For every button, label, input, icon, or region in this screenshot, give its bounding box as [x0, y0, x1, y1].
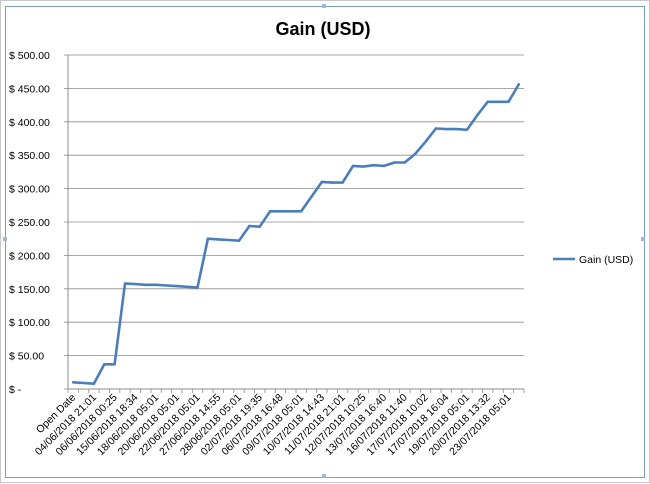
series-line[interactable] — [71, 83, 521, 386]
data-point — [403, 161, 407, 164]
resize-handle-right[interactable] — [641, 237, 645, 241]
data-point — [486, 100, 489, 103]
data-point — [134, 282, 137, 286]
y-tick-label: $ 450.00 — [9, 83, 50, 95]
data-point — [185, 285, 189, 288]
data-point — [320, 180, 324, 184]
data-point — [123, 282, 127, 285]
data-point — [424, 140, 427, 144]
resize-handle-left[interactable] — [3, 237, 7, 241]
data-point — [237, 239, 241, 242]
data-point — [113, 363, 116, 366]
data-point — [217, 238, 220, 241]
data-point — [517, 83, 521, 86]
data-point — [248, 224, 251, 228]
data-point — [413, 152, 417, 156]
resize-handle-top[interactable] — [322, 4, 326, 8]
data-point — [289, 210, 293, 213]
chart-area[interactable] — [5, 6, 645, 478]
data-point — [144, 283, 147, 286]
data-point — [258, 225, 261, 228]
data-point — [496, 100, 500, 103]
y-tick-label: $ 350.00 — [9, 150, 50, 162]
chart-title: Gain (USD) — [275, 19, 370, 39]
y-tick-label: $ 500.00 — [9, 50, 50, 62]
resize-handle-bottom[interactable] — [322, 474, 326, 478]
series-layer — [71, 83, 521, 386]
data-point — [71, 381, 75, 384]
data-point — [279, 210, 282, 213]
data-point — [103, 363, 106, 366]
y-tick-label: $ - — [9, 384, 22, 396]
data-point — [351, 164, 355, 168]
data-point — [445, 127, 448, 131]
gridlines — [68, 54, 524, 357]
data-point — [82, 381, 85, 385]
data-point — [372, 164, 375, 167]
y-tick-label: $ 300.00 — [9, 184, 50, 196]
data-point — [299, 210, 303, 213]
data-point — [331, 181, 334, 184]
data-point — [92, 382, 96, 385]
data-point — [227, 238, 230, 242]
data-point — [465, 128, 469, 132]
y-tick-label: $ 400.00 — [9, 117, 50, 129]
data-point — [310, 195, 313, 198]
data-point — [154, 283, 158, 286]
data-point — [268, 210, 272, 213]
legend: Gain (USD) — [553, 254, 633, 266]
y-tick-label: $ 250.00 — [9, 217, 50, 229]
data-point — [393, 161, 396, 164]
data-point — [455, 127, 458, 131]
data-point — [382, 164, 386, 168]
data-point — [175, 284, 179, 288]
data-point — [434, 127, 438, 130]
data-point — [507, 100, 510, 103]
legend-label: Gain (USD) — [579, 254, 633, 266]
y-tick-label: $ 200.00 — [9, 250, 50, 262]
data-point — [196, 286, 199, 289]
data-point — [206, 237, 210, 240]
data-point — [476, 113, 479, 117]
data-point — [341, 181, 344, 184]
axes — [64, 54, 525, 393]
data-point — [362, 165, 365, 168]
y-axis-tick-labels: $ - $ 50.00 $ 100.00 $ 150.00 $ 200.00 $ 250.… — [9, 50, 50, 396]
y-tick-label: $ 50.00 — [9, 351, 44, 363]
y-tick-label: $ 100.00 — [9, 317, 50, 329]
y-tick-label: $ 150.00 — [9, 284, 50, 296]
data-point — [165, 284, 168, 287]
